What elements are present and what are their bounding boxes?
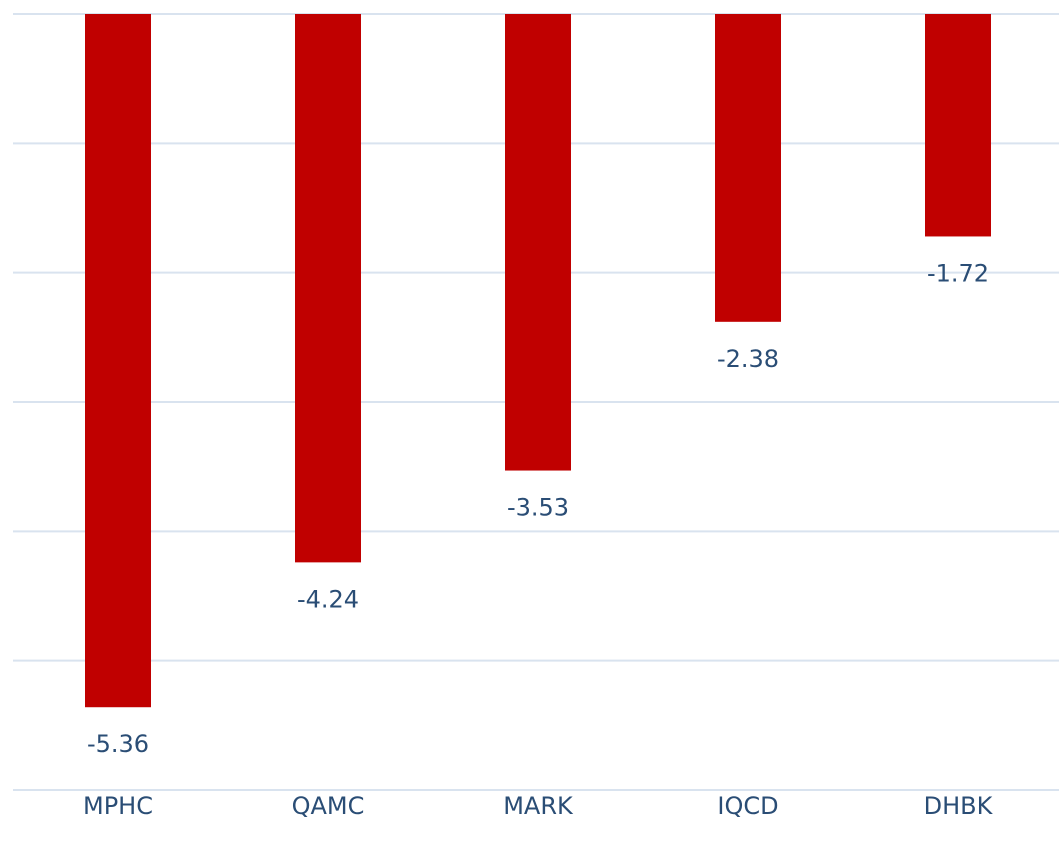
- data-label: -2.38: [717, 345, 779, 373]
- data-label: -5.36: [87, 730, 149, 758]
- bar: [715, 14, 781, 322]
- bar: [505, 14, 571, 471]
- data-label: -4.24: [297, 585, 359, 613]
- x-tick-label: MARK: [503, 792, 574, 820]
- data-label: -3.53: [507, 494, 569, 522]
- x-tick-label: DHBK: [924, 792, 994, 820]
- x-tick-label: QAMC: [292, 792, 365, 820]
- bar: [925, 14, 991, 237]
- data-label: -1.72: [927, 259, 989, 287]
- bar: [295, 14, 361, 563]
- x-tick-label: MPHC: [83, 792, 153, 820]
- x-tick-label: IQCD: [717, 792, 778, 820]
- bar: [85, 14, 151, 708]
